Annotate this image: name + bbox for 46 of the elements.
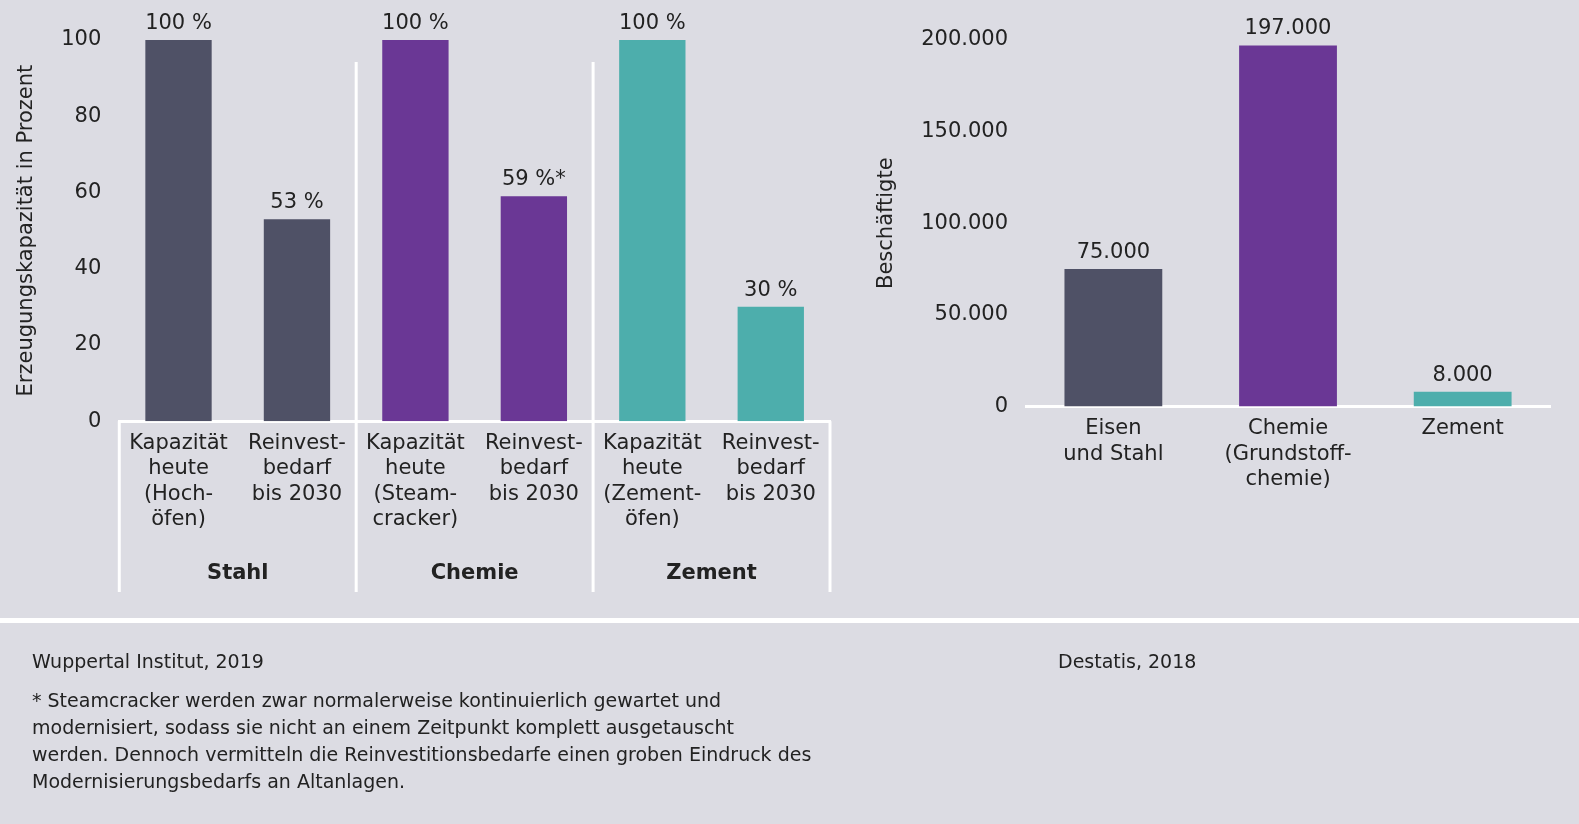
bar <box>500 196 568 422</box>
data-label: 100 % <box>618 9 686 34</box>
data-label: 53 % <box>270 189 324 214</box>
x-tick-label: Reinvest- bedarf bis 2030 <box>721 430 820 505</box>
data-label: 30 % <box>744 276 798 301</box>
bar <box>1064 269 1163 407</box>
x-tick-label: Kapazität heute (Steam- cracker) <box>366 430 465 530</box>
x-tick-label: Kapazität heute (Zement- öfen) <box>602 430 702 530</box>
data-label: 8.000 <box>1432 361 1493 386</box>
x-tick-label: Kapazität heute (Hoch- öfen) <box>129 430 228 530</box>
y-tick-label: 40 <box>74 255 102 280</box>
x-tick-label: Zement <box>1421 415 1504 440</box>
text: Chemie <box>430 560 519 585</box>
bar <box>382 40 449 422</box>
bar <box>145 40 212 422</box>
y-axis-title: Beschäftigte <box>873 157 898 289</box>
text: Stahl <box>206 560 269 585</box>
text: Destatis, 2018 <box>1058 649 1198 674</box>
bar <box>737 306 804 422</box>
y-tick-label: 80 <box>74 102 102 127</box>
data-label: 75.000 <box>1076 238 1151 263</box>
y-tick-label: 100 <box>61 26 102 51</box>
y-tick-label: 60 <box>74 178 102 203</box>
x-tick-label: Reinvest- bedarf bis 2030 <box>484 430 583 505</box>
data-label: 197.000 <box>1244 15 1332 40</box>
y-tick-label: 0 <box>87 407 102 432</box>
y-tick-label: 0 <box>994 392 1009 417</box>
data-label: 100 % <box>145 9 212 34</box>
y-tick-label: 100.000 <box>921 209 1009 234</box>
x-tick-label: Eisen und Stahl <box>1063 415 1164 465</box>
y-tick-label: 20 <box>74 331 102 356</box>
bar <box>1413 391 1512 407</box>
y-tick-label: 200.000 <box>921 26 1009 51</box>
x-tick-label: Reinvest- bedarf bis 2030 <box>248 430 346 505</box>
x-tick-label: Chemie (Grundstoff- chemie) <box>1224 415 1352 490</box>
y-tick-label: 50.000 <box>934 301 1009 326</box>
y-axis-title: Erzeugungskapazität in Prozent <box>13 64 38 397</box>
text: * Steamcracker werden zwar normalerweise kontinuierlich gewartet und modernisiert, sodass sie nicht an einem Zeitpunkt komplett ausgetauscht werden. Dennoch vermitteln die Reinvestitionsbedarfe einen groben Eindruck des Modernisierungsbedarfs an Altanlagen. <box>32 688 812 794</box>
data-label: 100 % <box>382 9 449 34</box>
bar <box>263 219 331 422</box>
y-tick-label: 150.000 <box>921 118 1009 143</box>
text: Zement <box>666 560 757 585</box>
text: Wuppertal Institut, 2019 <box>32 649 265 674</box>
bar <box>1239 45 1337 407</box>
data-label: 59 %* <box>501 166 566 191</box>
bar <box>619 40 686 422</box>
